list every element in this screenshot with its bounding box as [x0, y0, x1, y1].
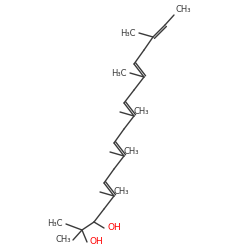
Text: CH₃: CH₃ — [114, 188, 130, 196]
Text: CH₃: CH₃ — [134, 108, 150, 116]
Text: H₃C: H₃C — [48, 220, 63, 228]
Text: OH: OH — [107, 224, 121, 232]
Text: CH₃: CH₃ — [56, 236, 71, 244]
Text: H₃C: H₃C — [112, 68, 127, 78]
Text: OH: OH — [90, 238, 104, 246]
Text: CH₃: CH₃ — [175, 5, 190, 14]
Text: CH₃: CH₃ — [124, 148, 140, 156]
Text: H₃C: H₃C — [120, 28, 136, 38]
